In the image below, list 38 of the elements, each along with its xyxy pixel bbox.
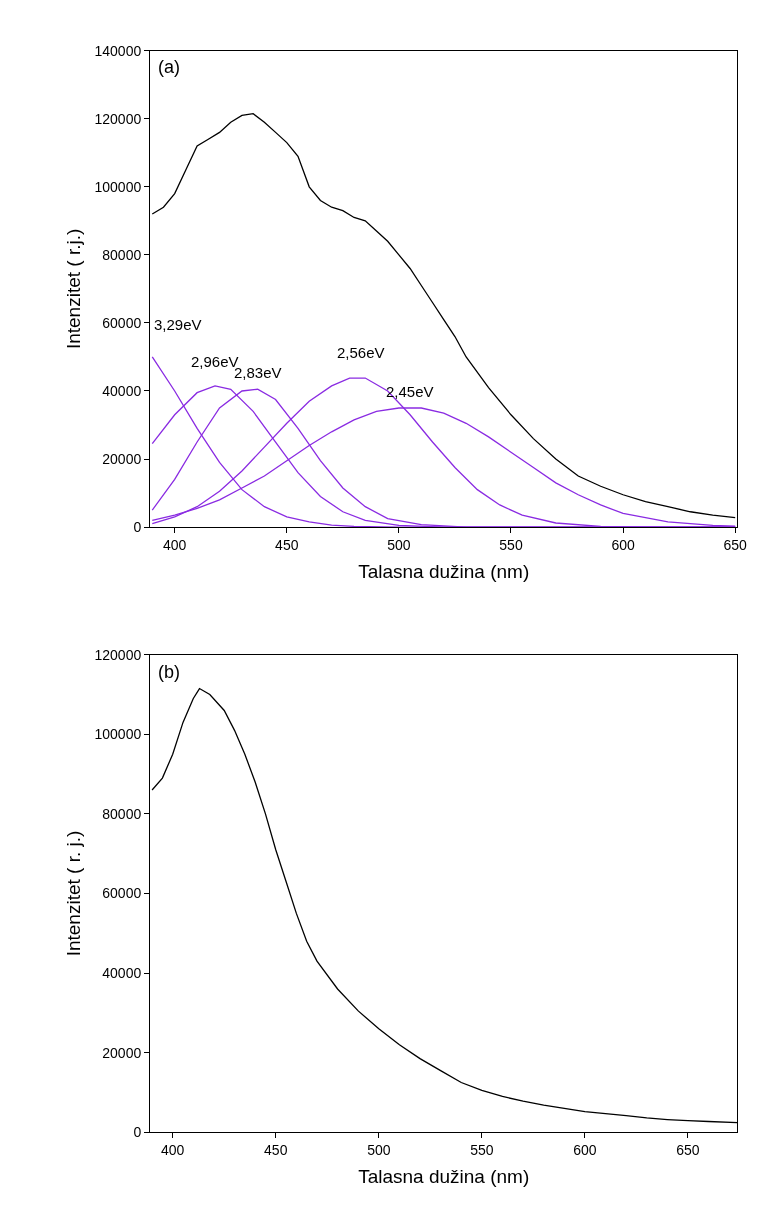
y-tick-label: 60000 xyxy=(102,314,142,331)
x-tick-label: 650 xyxy=(723,536,748,553)
x-tick-label: 400 xyxy=(161,1142,185,1159)
y-axis-title: Intenzitet ( r.j.) xyxy=(63,228,85,350)
y-tick-label: 120000 xyxy=(94,110,142,127)
chart-title: (b) xyxy=(158,662,180,682)
y-tick-label: 0 xyxy=(133,518,142,535)
y-tick-label: 140000 xyxy=(94,42,142,59)
y-tick-label: 80000 xyxy=(102,805,142,822)
line-series xyxy=(151,113,736,519)
x-tick-label: 400 xyxy=(163,536,187,553)
x-tick-label: 500 xyxy=(367,1142,391,1159)
annotation: 2,56eV xyxy=(337,344,385,361)
y-tick-label: 20000 xyxy=(102,1044,142,1061)
x-tick-label: 450 xyxy=(264,1142,288,1159)
x-tick-label: 450 xyxy=(275,536,299,553)
x-tick-label: 550 xyxy=(470,1142,494,1159)
x-axis-title: Talasna dužina (nm) xyxy=(358,560,530,582)
y-tick-label: 40000 xyxy=(102,382,142,399)
x-tick-label: 600 xyxy=(611,536,635,553)
x-tick-label: 600 xyxy=(573,1142,597,1159)
y-tick-label: 120000 xyxy=(94,646,142,663)
y-tick-label: 60000 xyxy=(102,885,142,902)
y-axis-title: Intenzitet ( r. j.) xyxy=(63,830,85,957)
x-tick-label: 500 xyxy=(387,536,411,553)
y-tick-label: 0 xyxy=(133,1124,142,1141)
chart-title: (a) xyxy=(158,57,180,77)
x-tick-label: 650 xyxy=(676,1142,700,1159)
y-tick-label: 100000 xyxy=(94,178,142,195)
x-axis-title: Talasna dužina (nm) xyxy=(358,1165,530,1187)
annotation: 3,29eV xyxy=(154,316,202,333)
y-tick-label: 40000 xyxy=(102,964,142,981)
y-tick-label: 80000 xyxy=(102,246,142,263)
y-tick-label: 100000 xyxy=(94,726,142,743)
annotation: 2,45eV xyxy=(386,383,434,400)
x-tick-label: 550 xyxy=(499,536,523,553)
y-tick-label: 20000 xyxy=(102,450,142,467)
annotation: 2,96eV xyxy=(191,353,239,370)
